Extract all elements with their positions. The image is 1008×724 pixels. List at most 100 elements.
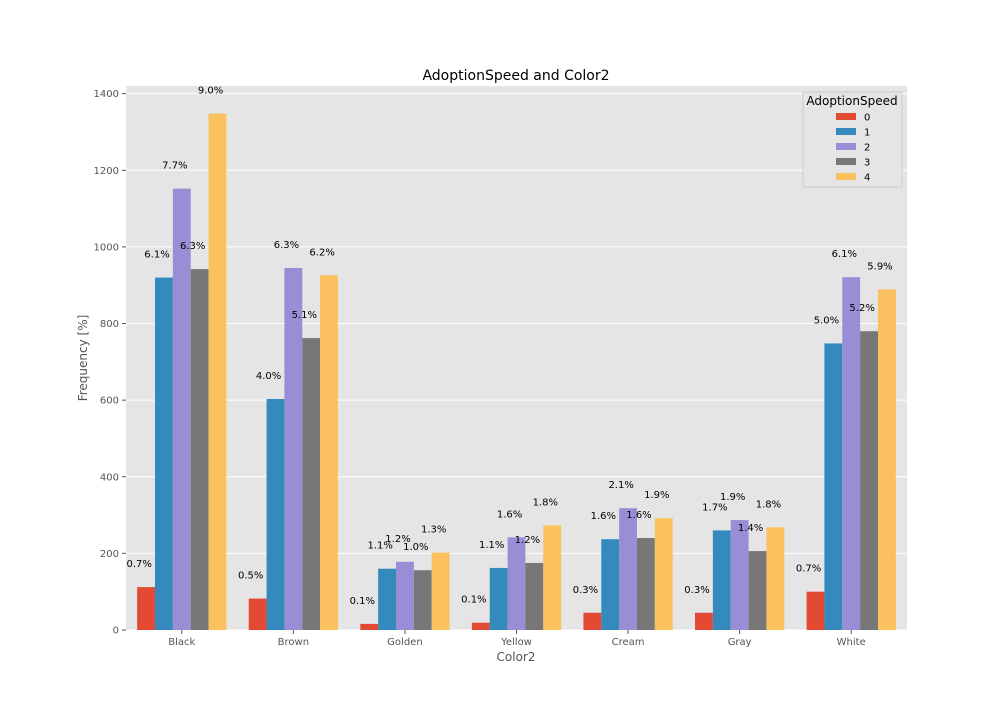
bars (137, 113, 896, 631)
bar-golden-speed-4 (431, 552, 450, 630)
bar-black-speed-2 (172, 188, 191, 631)
bar-percent-label: 0.1% (461, 595, 486, 606)
bar-gray-speed-0 (695, 612, 713, 630)
bar-cream-speed-4 (654, 518, 673, 630)
x-tick-label: Cream (612, 637, 645, 648)
bar-percent-label: 1.7% (702, 502, 727, 513)
bar-percent-label: 6.2% (309, 247, 334, 258)
bar-brown-speed-4 (320, 275, 338, 630)
bar-white-speed-3 (860, 331, 878, 630)
gridlines (126, 93, 907, 631)
legend: AdoptionSpeed 0 1 2 3 4 (802, 91, 903, 188)
bar-percent-label: 6.1% (832, 249, 857, 260)
legend-items: 0 1 2 3 4 (836, 113, 870, 184)
bar-percent-label: 4.0% (256, 371, 281, 382)
bar-gray-speed-2 (730, 520, 749, 630)
bar-white-speed-0 (806, 591, 825, 630)
bar-percent-label: 1.1% (367, 541, 392, 552)
legend-frame (802, 91, 903, 188)
bar-white-speed-4 (877, 289, 896, 630)
bar-golden-speed-1 (378, 568, 397, 630)
bar-cream-speed-3 (636, 538, 655, 630)
bar-percent-label: 1.9% (644, 490, 669, 501)
bar-yellow-speed-3 (525, 562, 544, 630)
chart-title: AdoptionSpeed and Color2 (422, 68, 609, 84)
bar-percent-label: 0.5% (238, 571, 263, 582)
bar-percent-label: 5.0% (814, 315, 839, 326)
bar-brown-speed-3 (302, 338, 321, 630)
legend-label: 2 (864, 143, 870, 154)
y-tick-label: 400 (100, 472, 119, 483)
bar-yellow-speed-4 (543, 525, 562, 630)
bar-gray-speed-1 (712, 530, 731, 630)
bar-percent-label: 1.6% (626, 510, 651, 521)
legend-swatch (836, 128, 856, 135)
bar-percent-label: 1.1% (479, 540, 504, 551)
bar-labels: 0.7% 6.1% 7.7% 6.3% 9.0% 0.5% 4.0% 6.3% 5.1% 6.2%… (126, 86, 892, 607)
bar-percent-label: 1.9% (720, 492, 745, 503)
y-tick-label: 1000 (94, 242, 119, 253)
x-axis-label: Color2 (497, 650, 536, 664)
bar-black-speed-0 (137, 587, 156, 630)
bar-golden-speed-0 (360, 623, 379, 630)
bar-cream-speed-1 (601, 539, 620, 630)
bar-percent-label: 0.3% (684, 585, 709, 596)
bar-percent-label: 5.9% (867, 261, 892, 272)
legend-swatch (836, 143, 856, 150)
bar-percent-label: 1.6% (591, 511, 616, 522)
legend-swatch (836, 158, 856, 165)
bar-brown-speed-0 (248, 598, 267, 630)
bar-percent-label: 5.2% (849, 303, 874, 314)
bar-percent-label: 1.3% (421, 525, 446, 536)
x-tick-label: Gray (728, 637, 752, 648)
bar-percent-label: 0.7% (796, 564, 821, 575)
bar-yellow-speed-2 (507, 537, 526, 630)
bar-gray-speed-3 (748, 551, 767, 630)
y-tick-label: 600 (100, 396, 119, 407)
y-tick-label: 0 (113, 626, 119, 637)
y-tick-label: 1200 (94, 166, 119, 177)
bar-white-speed-2 (842, 277, 861, 630)
bar-percent-label: 0.1% (350, 596, 375, 607)
bar-percent-label: 1.6% (497, 509, 522, 520)
legend-label: 4 (864, 173, 870, 184)
bar-percent-label: 7.7% (162, 161, 187, 172)
x-axis: Black Brown Golden Yellow Cream Gray White (168, 630, 866, 648)
bar-golden-speed-3 (413, 570, 432, 630)
legend-label: 1 (864, 128, 870, 139)
bar-percent-label: 0.3% (573, 585, 598, 596)
legend-title: AdoptionSpeed (806, 94, 897, 108)
bar-black-speed-3 (190, 269, 209, 630)
y-tick-label: 200 (100, 549, 119, 560)
y-axis: 0 200 400 600 800 1000 1200 1400 (94, 89, 126, 637)
x-tick-label: Brown (278, 637, 309, 648)
x-tick-label: Black (168, 637, 195, 648)
x-tick-label: Golden (387, 637, 422, 648)
bar-percent-label: 6.3% (274, 240, 299, 251)
bar-black-speed-4 (208, 113, 227, 630)
bar-yellow-speed-0 (471, 622, 490, 630)
x-tick-label: White (837, 637, 866, 648)
bar-percent-label: 1.2% (515, 535, 540, 546)
y-axis-label: Frequency [%] (76, 315, 90, 402)
bar-golden-speed-2 (396, 561, 414, 630)
bar-gray-speed-4 (766, 527, 785, 630)
bar-brown-speed-1 (266, 398, 285, 630)
bar-brown-speed-2 (284, 267, 303, 630)
bar-percent-label: 1.4% (738, 523, 763, 534)
bar-cream-speed-2 (619, 508, 637, 630)
legend-swatch (836, 173, 856, 180)
bar-percent-label: 1.0% (403, 542, 428, 553)
bar-percent-label: 1.2% (385, 534, 410, 545)
legend-swatch (836, 113, 856, 120)
x-tick-label: Yellow (500, 637, 532, 648)
y-tick-label: 1400 (94, 89, 119, 100)
legend-label: 0 (864, 113, 870, 124)
bar-percent-label: 6.1% (144, 250, 169, 261)
bar-percent-label: 5.1% (292, 310, 317, 321)
y-tick-label: 800 (100, 319, 119, 330)
bar-cream-speed-0 (583, 612, 602, 630)
bar-percent-label: 0.7% (126, 559, 151, 570)
